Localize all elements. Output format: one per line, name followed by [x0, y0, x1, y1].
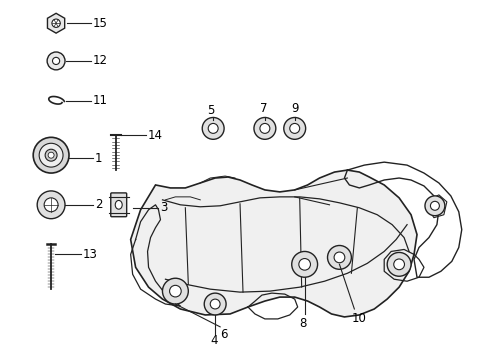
Circle shape: [327, 246, 351, 269]
Text: 1: 1: [95, 152, 102, 165]
Text: 7: 7: [260, 102, 267, 115]
Text: 14: 14: [147, 129, 162, 142]
Ellipse shape: [115, 201, 122, 209]
Text: 10: 10: [351, 312, 366, 325]
Text: 2: 2: [95, 198, 102, 211]
Text: 13: 13: [83, 248, 98, 261]
Circle shape: [289, 123, 299, 133]
Text: 4: 4: [210, 334, 217, 347]
Circle shape: [429, 201, 439, 210]
Circle shape: [253, 117, 275, 139]
Circle shape: [424, 196, 444, 216]
Circle shape: [204, 293, 225, 315]
Text: 11: 11: [93, 94, 108, 107]
Text: 15: 15: [93, 17, 107, 30]
Circle shape: [39, 143, 63, 167]
Circle shape: [45, 149, 57, 161]
Circle shape: [162, 278, 188, 304]
Text: 12: 12: [93, 54, 108, 67]
FancyBboxPatch shape: [111, 193, 126, 217]
Circle shape: [202, 117, 224, 139]
Circle shape: [386, 252, 410, 276]
Circle shape: [208, 123, 218, 133]
Circle shape: [52, 19, 60, 27]
Circle shape: [260, 123, 269, 133]
Text: 8: 8: [299, 318, 306, 330]
Text: 3: 3: [160, 201, 167, 214]
Circle shape: [298, 258, 310, 270]
Polygon shape: [47, 13, 64, 33]
Circle shape: [283, 117, 305, 139]
Circle shape: [37, 191, 65, 219]
Text: 6: 6: [220, 328, 227, 341]
Text: 5: 5: [207, 104, 214, 117]
Circle shape: [47, 52, 65, 70]
Circle shape: [393, 259, 404, 270]
Circle shape: [33, 137, 69, 173]
Circle shape: [52, 57, 60, 64]
Polygon shape: [130, 170, 416, 317]
Text: 9: 9: [291, 102, 299, 115]
Circle shape: [210, 299, 220, 309]
Circle shape: [291, 251, 317, 277]
Circle shape: [48, 152, 54, 158]
Circle shape: [44, 198, 58, 212]
Circle shape: [333, 252, 344, 263]
Circle shape: [169, 285, 181, 297]
